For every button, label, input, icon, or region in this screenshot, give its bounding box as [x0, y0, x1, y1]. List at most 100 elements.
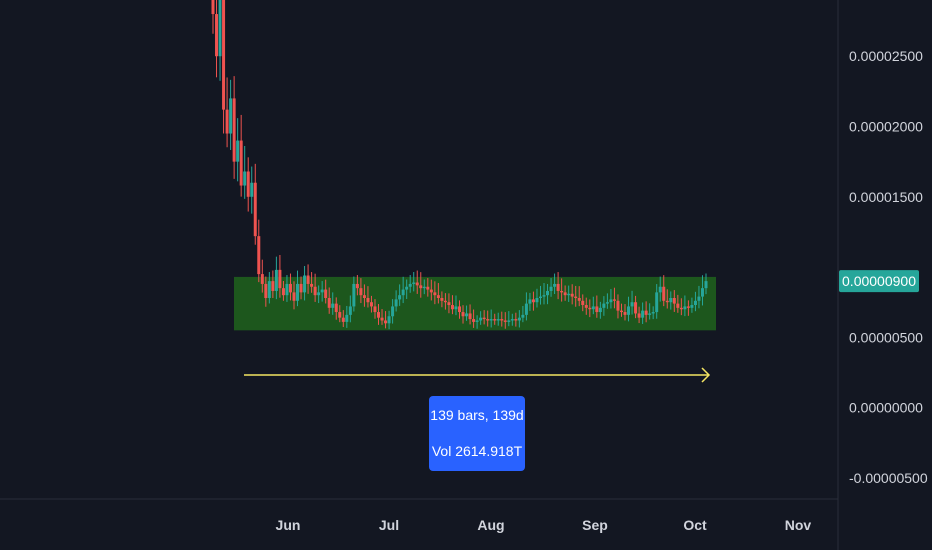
candle-body [373, 306, 377, 313]
candle-body [528, 299, 532, 304]
price-range-box[interactable] [234, 276, 716, 331]
candle-body [641, 310, 645, 318]
candle-body [658, 286, 662, 293]
candle-body [331, 303, 335, 308]
candle-body [500, 319, 504, 321]
candle-body [686, 306, 690, 308]
candle-body [394, 299, 398, 307]
candle-body [398, 295, 402, 300]
candle-body [348, 306, 352, 315]
last-price-tag: 0.00000900 [839, 270, 919, 293]
candle-body [542, 295, 546, 297]
candle-body [299, 283, 303, 293]
candle-body [486, 319, 490, 321]
candle-body [215, 14, 219, 57]
candle-body [570, 293, 574, 297]
candle-body [679, 307, 683, 310]
candle-body [345, 314, 349, 322]
candle-body [662, 286, 666, 301]
arrow-head [701, 367, 711, 383]
candle-body [556, 283, 560, 291]
candle-body [517, 317, 521, 321]
candle-body [436, 295, 440, 298]
candle-body [317, 292, 321, 296]
candle-body [627, 306, 631, 315]
candle-body [553, 283, 557, 287]
candle-body [419, 285, 423, 289]
candle-body [225, 109, 229, 134]
candle-body [334, 303, 338, 313]
candle-body [369, 302, 373, 307]
candle-body [672, 297, 676, 304]
last-price-tag-bg [839, 270, 919, 293]
candle-body [598, 307, 602, 313]
candle-body [236, 140, 240, 162]
candle-body [669, 297, 673, 303]
candle-body [475, 320, 479, 322]
candle-body [521, 314, 525, 318]
candle-body [303, 275, 307, 293]
candle-body [384, 320, 388, 324]
candle-body [535, 297, 539, 303]
candle-body [581, 300, 585, 306]
candle-body [676, 303, 680, 308]
candle-body [232, 98, 236, 162]
candle-body [655, 292, 659, 313]
candle-body [458, 306, 461, 313]
price-tick-label: 0.00002000 [849, 119, 923, 135]
candle-body [429, 289, 433, 293]
candle-body [281, 288, 285, 296]
candle-body [454, 306, 458, 310]
date-range-arrow[interactable] [244, 367, 711, 383]
candle-body [546, 290, 550, 296]
candle-body [591, 306, 595, 310]
candle-body [612, 299, 616, 301]
candle-body [450, 305, 454, 310]
time-tick-label: Aug [477, 517, 504, 533]
candle-body [260, 274, 264, 284]
candle-body [563, 292, 567, 296]
candle-body [560, 290, 564, 293]
candle-body [405, 286, 409, 290]
candle-body [341, 317, 345, 322]
candle-body [648, 313, 652, 315]
candle-body [634, 302, 638, 314]
candle-body [366, 297, 370, 303]
candle-body [433, 292, 437, 296]
candle-body [422, 286, 426, 289]
candle-body [567, 293, 571, 296]
candle-body [584, 305, 588, 308]
candle-body [271, 281, 275, 291]
candle-body [264, 283, 268, 298]
time-tick-label: Nov [785, 517, 812, 533]
candle-body [362, 295, 366, 298]
candle-body [250, 182, 254, 197]
price-tick-label: 0.00000500 [849, 329, 923, 345]
candle-body [440, 297, 444, 301]
measure-bars-text: 139 bars, 139d [430, 407, 523, 423]
candle-body [355, 283, 359, 289]
candle-body [408, 283, 412, 287]
candle-body [665, 300, 669, 303]
candle-body [359, 288, 363, 296]
candle-body [605, 302, 609, 304]
candle-body [415, 282, 419, 286]
candle-body [257, 236, 261, 275]
candle-body [306, 275, 310, 284]
candle-body [310, 283, 314, 287]
time-axis[interactable]: Jun Jul Aug Sep Oct Nov [276, 517, 812, 533]
candle-body [510, 319, 514, 321]
candle-body [496, 319, 500, 321]
candle-body [651, 312, 655, 314]
candle-body [690, 305, 694, 308]
price-axis[interactable]: 0.00002500 0.00002000 0.00001500 0.00000500… [849, 48, 928, 486]
price-tick-label: 0.00000000 [849, 400, 923, 416]
candle-body [377, 312, 381, 318]
time-tick-label: Jun [276, 517, 301, 533]
candle-body [609, 299, 613, 303]
candle-body [637, 313, 641, 318]
candle-body [320, 289, 324, 293]
candle-body [253, 182, 257, 237]
candle-body [531, 299, 535, 303]
